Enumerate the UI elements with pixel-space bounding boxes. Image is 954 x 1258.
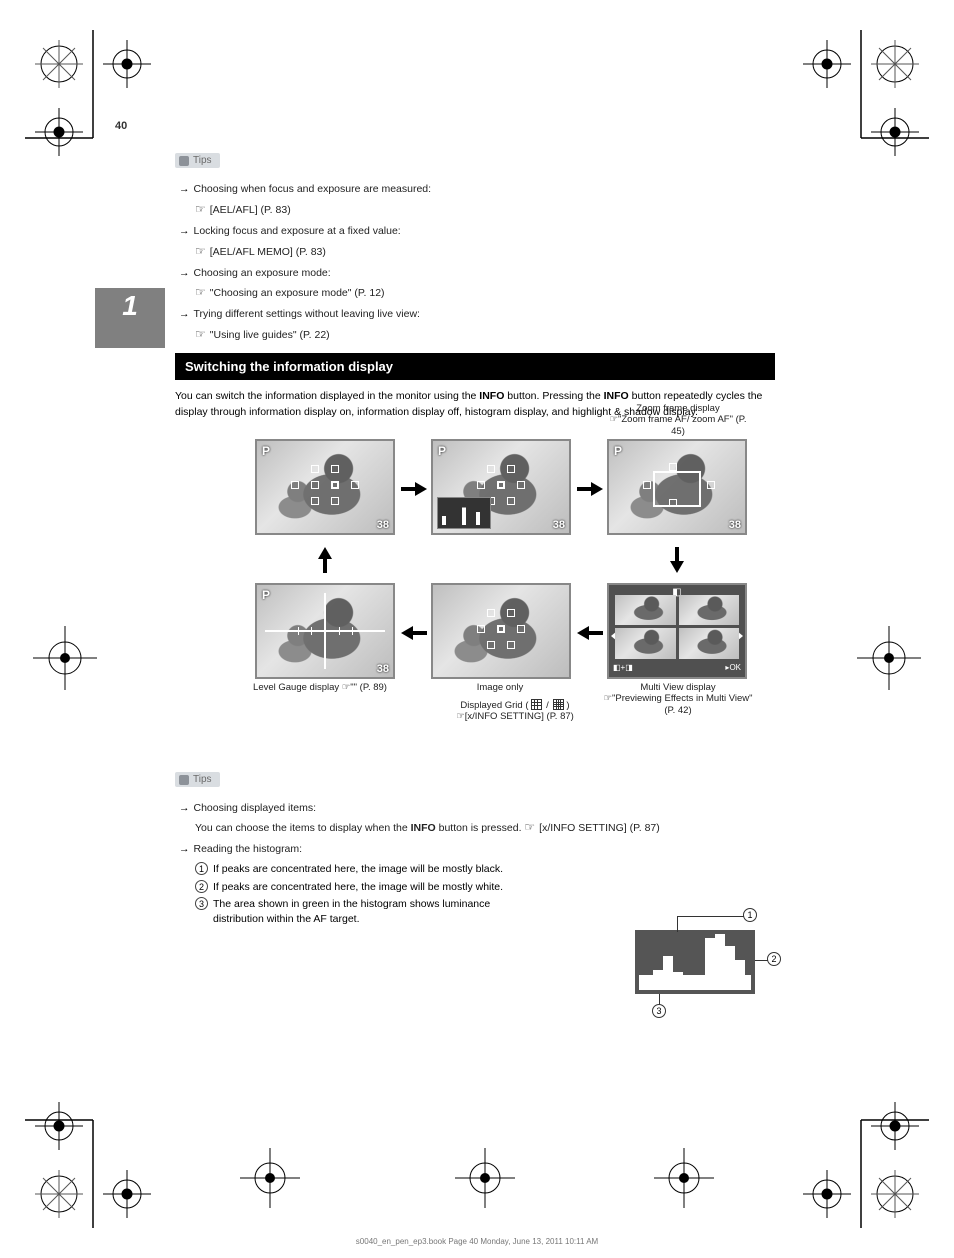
- chapter-tab: 1: [95, 288, 165, 348]
- hist-item-2: 2If peaks are concentrated here, the ima…: [195, 880, 775, 895]
- tip-5: →Reading the histogram:: [179, 842, 775, 858]
- crop-mark-bl: [25, 1088, 165, 1228]
- histogram-figure: 1 2 3: [615, 910, 785, 1020]
- section-header: Switching the information display: [175, 353, 775, 380]
- crop-mark-tr: [789, 30, 929, 170]
- tips-badge-2: Tips: [175, 772, 220, 787]
- tip-4: →Choosing displayed items:: [179, 801, 775, 817]
- reg-r-svg: [789, 588, 929, 728]
- callout-2: 2: [767, 952, 781, 966]
- screen-histogram: P 38: [431, 439, 571, 535]
- screen-info-on: P 38: [255, 439, 395, 535]
- crop-mark-left: [25, 588, 165, 728]
- tip-4-body: You can choose the items to display when…: [195, 820, 775, 834]
- tip-1b: →Locking focus and exposure at a fixed v…: [179, 224, 775, 240]
- cap-grid: Displayed Grid ( / ) ☞[x/INFO SETTING] (…: [405, 699, 625, 724]
- callout-3: 3: [652, 1004, 666, 1018]
- crop-mark-right: [789, 588, 929, 728]
- page-number: 40: [115, 120, 127, 132]
- arrow-up: [318, 547, 332, 573]
- grid3-icon: [531, 699, 542, 710]
- tip-2: →Choosing an exposure mode:: [179, 266, 775, 282]
- arrow-right-2: [577, 482, 603, 496]
- reg-bl-svg: [25, 1088, 165, 1228]
- reg-br-svg: [789, 1088, 929, 1228]
- screen-image-only: [431, 583, 571, 679]
- arrow-right-1: [401, 482, 427, 496]
- reg-tr-svg: [789, 30, 929, 170]
- file-imprint: s0040_en_pen_ep3.book Page 40 Monday, Ju…: [356, 1237, 598, 1246]
- arrow-down: [670, 547, 684, 573]
- page-content: 40 1 Tips →Choosing when focus and expos…: [175, 150, 775, 930]
- chapter-number: 1: [95, 288, 165, 320]
- ref-1a: ☞[AEL/AFL] (P. 83): [195, 202, 775, 216]
- screen-cycle-figure: P 38 P 38 P: [215, 439, 755, 719]
- tip-1: →Choosing when focus and exposure are me…: [179, 182, 775, 198]
- crop-cross-b2: [445, 1138, 525, 1218]
- ref-3: ☞"Using live guides" (P. 22): [195, 327, 775, 341]
- cap-multi: Multi View display☞"Previewing Effects i…: [603, 682, 753, 718]
- crop-mark-tl: [25, 30, 165, 170]
- hist-item-3: 3The area shown in green in the histogra…: [195, 897, 525, 926]
- crop-mark-br: [789, 1088, 929, 1228]
- cap-image-only: Image only: [425, 682, 575, 694]
- arrow-left-1: [577, 626, 603, 640]
- screen-multi-view: ◧ ◧+◨▸OK: [607, 583, 747, 679]
- cap-zoom: Zoom frame display☞"Zoom frame AF/ zoom …: [603, 403, 753, 439]
- arrow-left-2: [401, 626, 427, 640]
- screen-level-gauge: P 38: [255, 583, 395, 679]
- callout-1: 1: [743, 908, 757, 922]
- reg-l-svg: [25, 588, 165, 728]
- grid4-icon: [553, 699, 564, 710]
- crop-cross-b1: [230, 1138, 310, 1218]
- tips-badge: Tips: [175, 153, 220, 168]
- tip-3: →Trying different settings without leavi…: [179, 307, 775, 323]
- crop-cross-b3: [644, 1138, 724, 1218]
- ref-1b: ☞[AEL/AFL MEMO] (P. 83): [195, 244, 775, 258]
- reg-tl-svg: [25, 30, 165, 170]
- cap-gauge: Level Gauge display ☞"" (P. 89): [245, 682, 395, 694]
- screen-zoom-frame: P 38: [607, 439, 747, 535]
- hist-item-1: 1If peaks are concentrated here, the ima…: [195, 862, 775, 877]
- ref-2: ☞"Choosing an exposure mode" (P. 12): [195, 285, 775, 299]
